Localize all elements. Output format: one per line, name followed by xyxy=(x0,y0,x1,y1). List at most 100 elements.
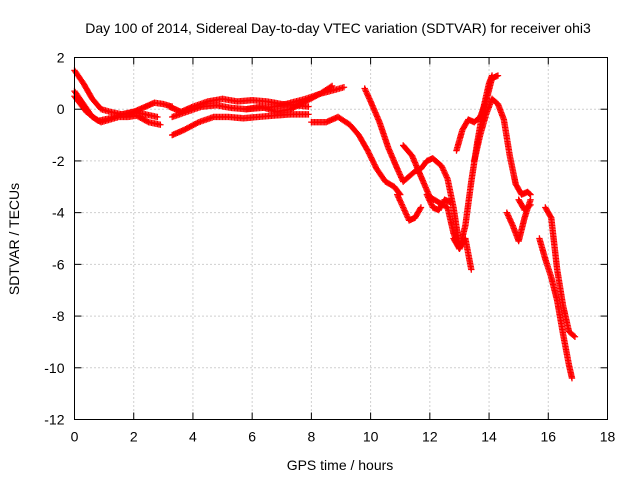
data-point-marker xyxy=(503,209,511,216)
data-point-marker xyxy=(403,211,410,218)
data-point-marker xyxy=(568,374,576,382)
data-point-marker xyxy=(361,85,368,92)
data-point-marker xyxy=(506,215,513,222)
data-point-marker xyxy=(504,210,511,218)
data-point-marker xyxy=(363,89,370,97)
data-point-marker xyxy=(396,169,403,177)
data-point-marker xyxy=(570,332,577,339)
data-point-marker xyxy=(439,164,446,171)
data-point-marker xyxy=(365,150,373,157)
data-point-marker xyxy=(508,219,515,226)
chart-title: Day 100 of 2014, Sidereal Day-to-day VTE… xyxy=(85,20,591,36)
data-point-marker xyxy=(526,190,533,197)
data-point-marker xyxy=(401,208,409,215)
data-point-marker xyxy=(371,162,379,170)
series-track-9 xyxy=(308,113,404,198)
data-point-marker xyxy=(402,210,410,217)
data-point-marker xyxy=(398,201,406,208)
x-tick-label: 16 xyxy=(540,429,556,445)
data-point-marker xyxy=(506,216,514,224)
data-point-marker xyxy=(371,161,378,168)
data-point-marker xyxy=(401,207,408,214)
data-point-marker xyxy=(424,192,431,200)
data-point-marker xyxy=(398,174,405,181)
data-point-marker xyxy=(364,147,371,154)
data-point-marker xyxy=(340,84,348,91)
data-point-marker xyxy=(305,111,312,118)
plot-frame xyxy=(74,57,608,420)
x-tick-label: 18 xyxy=(600,429,616,445)
data-point-marker xyxy=(425,195,433,203)
data-point-marker xyxy=(441,168,448,176)
data-point-marker xyxy=(417,204,425,211)
data-point-marker xyxy=(396,171,404,178)
data-point-marker xyxy=(447,199,454,206)
data-point-marker xyxy=(547,213,554,220)
y-tick-label: -12 xyxy=(44,412,64,428)
data-point-marker xyxy=(305,103,312,110)
x-tick-label: 12 xyxy=(422,429,438,445)
data-point-marker xyxy=(424,194,432,201)
data-point-marker xyxy=(508,220,516,228)
data-point-marker xyxy=(397,172,404,180)
data-point-marker xyxy=(398,199,405,207)
data-point-marker xyxy=(157,121,164,128)
data-point-marker xyxy=(368,155,375,163)
series-track-8 xyxy=(287,82,336,113)
data-point-marker xyxy=(440,167,447,174)
series-track-10 xyxy=(361,85,463,250)
x-tick-label: 0 xyxy=(71,429,79,445)
series-track-5 xyxy=(169,111,312,139)
data-points xyxy=(71,67,579,382)
data-point-marker xyxy=(194,119,201,127)
x-tick-label: 8 xyxy=(307,429,315,445)
x-tick-label: 14 xyxy=(481,429,497,445)
y-tick-label: 2 xyxy=(57,50,65,66)
data-point-marker xyxy=(468,266,475,273)
data-point-marker xyxy=(394,166,402,174)
y-axis-label: SDTVAR / TECUs xyxy=(6,183,22,295)
data-point-marker xyxy=(443,174,451,181)
data-point-marker xyxy=(395,168,402,175)
data-point-marker xyxy=(365,93,372,101)
series-track-11 xyxy=(394,191,425,224)
y-tick-label: -10 xyxy=(44,360,64,376)
data-point-marker xyxy=(526,202,533,210)
data-point-marker xyxy=(504,212,512,219)
data-point-marker xyxy=(394,191,401,198)
data-point-marker xyxy=(494,72,502,79)
data-point-marker xyxy=(366,96,374,104)
data-point-marker xyxy=(395,194,402,201)
data-point-marker xyxy=(144,118,151,125)
data-point-marker xyxy=(571,333,579,340)
data-point-marker xyxy=(369,157,376,164)
data-point-marker xyxy=(366,151,373,158)
data-point-marker xyxy=(394,165,401,172)
x-tick-label: 4 xyxy=(189,429,197,445)
y-tick-label: -4 xyxy=(52,205,65,221)
series-track-16 xyxy=(471,95,534,198)
data-point-marker xyxy=(366,95,373,102)
data-point-marker xyxy=(443,172,450,180)
data-point-marker xyxy=(426,197,433,204)
data-point-marker xyxy=(364,91,371,98)
series-track-13 xyxy=(423,191,454,214)
data-point-marker xyxy=(400,205,408,213)
data-point-marker xyxy=(399,202,406,210)
data-point-marker xyxy=(396,195,403,203)
series-track-20 xyxy=(542,204,579,340)
x-tick-label: 2 xyxy=(130,429,138,445)
data-point-marker xyxy=(367,152,374,160)
data-point-marker xyxy=(394,192,402,200)
data-point-marker xyxy=(426,198,434,205)
data-point-marker xyxy=(399,204,407,211)
data-point-marker xyxy=(364,92,372,99)
x-axis-label: GPS time / hours xyxy=(287,457,394,473)
data-point-marker xyxy=(370,159,377,167)
data-point-marker xyxy=(438,162,445,170)
axis-ticks xyxy=(74,57,608,420)
data-point-marker xyxy=(397,198,404,205)
series-track-3 xyxy=(71,93,161,125)
series-track-18 xyxy=(515,196,534,214)
